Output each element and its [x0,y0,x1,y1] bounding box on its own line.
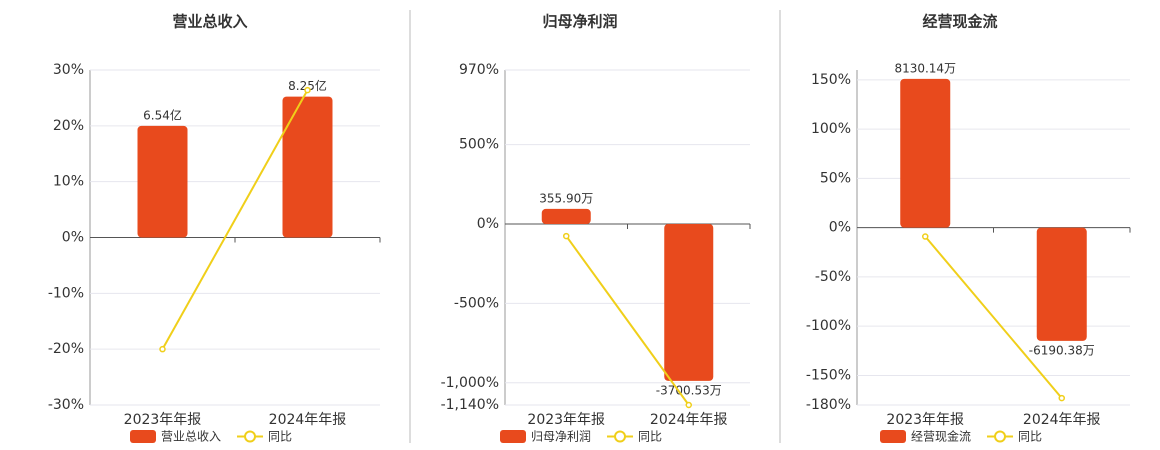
line [565,235,690,406]
y-tick-label: 20% [53,118,84,134]
x-tick-label: 2024年年报 [269,412,347,428]
bar-label: 6.54亿 [143,107,182,122]
legend-swatch [994,430,1007,443]
line-point [563,232,570,240]
y-tick-label: -30% [48,397,84,413]
bar-label: 8130.14万 [894,61,956,75]
line-point [304,86,311,94]
bar-label: -3700.53万 [656,383,722,397]
line-point [922,233,929,240]
chart-title: 经营现金流 [922,13,997,31]
y-tick-label: -1,000% [441,375,499,391]
bar-label: 8.25亿 [288,78,327,93]
y-tick-label: -10% [48,285,84,301]
y-tick-label: 150% [811,72,851,88]
bar-label: -6190.38万 [1029,343,1095,357]
legend-label: 同比 [638,430,662,444]
x-tick-label: 2024年年报 [650,412,728,428]
legend-swatch [500,430,526,443]
y-tick-label: 10% [53,174,84,190]
y-tick-label: 970% [459,62,499,78]
chart-title: 归母净利润 [542,13,617,31]
x-tick-label: 2023年年报 [124,412,202,428]
x-tick-label: 2023年年报 [527,412,605,428]
y-tick-label: -1,140% [441,397,499,413]
y-tick-label: 100% [811,121,851,137]
chart-title: 营业总收入 [172,13,247,31]
legend-swatch [880,430,906,443]
bar [282,96,333,238]
line-point [159,345,166,353]
legend-label: 归母净利润 [531,430,591,444]
bar [137,125,188,238]
legend-swatch [244,430,257,443]
legend-label: 营业总收入 [161,430,221,444]
line-point [685,401,692,409]
y-tick-label: -50% [815,269,851,285]
legend-swatch [614,430,627,443]
legend-label: 同比 [268,430,292,444]
y-tick-label: 0% [62,230,84,246]
x-tick-label: 2023年年报 [886,412,964,428]
bar [541,208,591,224]
bar [664,223,714,381]
bar [900,78,951,228]
legend-label: 经营现金流 [911,429,971,444]
y-tick-label: 0% [829,220,851,236]
y-tick-label: -150% [806,367,851,383]
y-tick-label: -500% [454,295,499,311]
line [161,89,309,350]
line [924,235,1063,399]
y-tick-label: -100% [806,318,851,334]
legend-swatch [130,430,156,443]
y-tick-label: -180% [806,397,851,413]
x-tick-label: 2024年年报 [1023,412,1101,428]
line-point [1058,394,1065,402]
y-tick-label: -20% [48,341,84,357]
legend-label: 同比 [1018,430,1042,444]
y-tick-label: 30% [53,62,84,78]
bar [1036,227,1087,341]
y-tick-label: 50% [820,170,851,186]
y-tick-label: 0% [477,216,499,232]
bar-label: 355.90万 [539,191,593,205]
y-tick-label: 500% [459,137,499,153]
